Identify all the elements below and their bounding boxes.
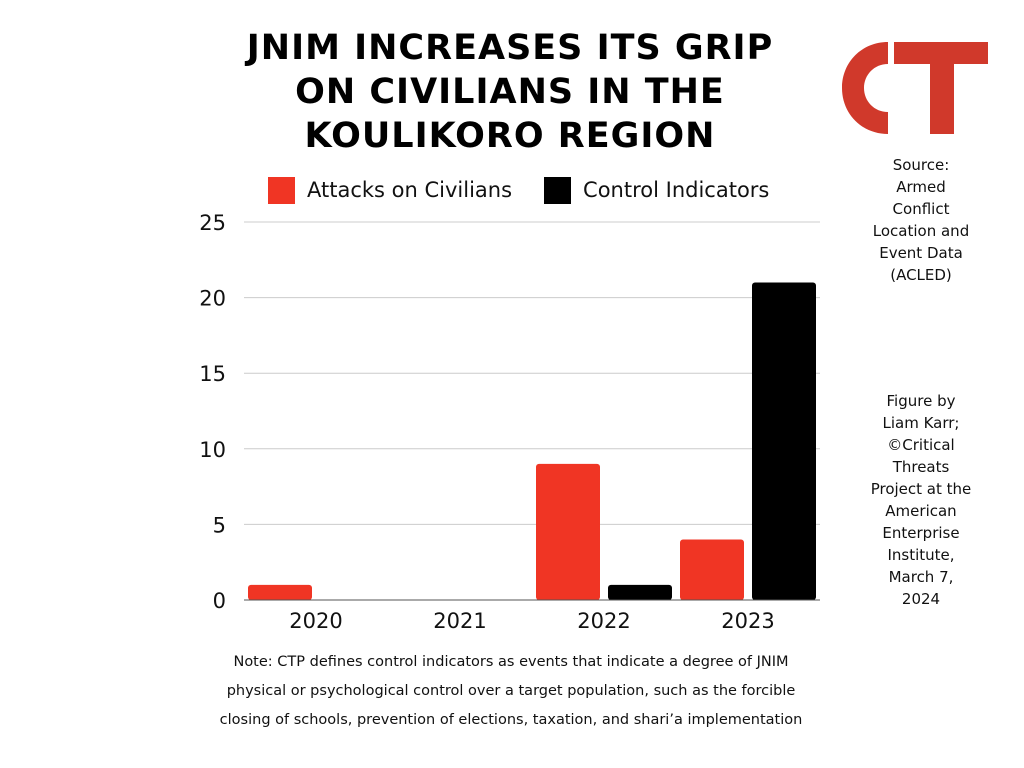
source-line: Event Data bbox=[879, 244, 963, 262]
ct-logo-t-stem bbox=[930, 42, 954, 134]
source-line: (ACLED) bbox=[890, 266, 952, 284]
ct-logo-c-shape bbox=[842, 42, 888, 134]
x-tick-label: 2020 bbox=[289, 609, 342, 633]
legend-item-attacks: Attacks on Civilians bbox=[268, 176, 513, 204]
legend-label-attacks: Attacks on Civilians bbox=[307, 178, 513, 202]
source-line: Source: bbox=[892, 156, 950, 174]
figure-credit: Figure by Liam Karr; ©Critical Threats P… bbox=[856, 390, 986, 610]
x-tick-labels: 2020 2021 2022 2023 bbox=[289, 609, 774, 633]
bar-attacks-2020 bbox=[248, 584, 312, 600]
chart-title-line: JNIM INCREASES ITS GRIP bbox=[246, 28, 774, 68]
chart-title: JNIM INCREASES ITS GRIP ON CIVILIANS IN … bbox=[210, 26, 810, 158]
x-tick-label: 2023 bbox=[721, 609, 774, 633]
y-tick-label: 0 bbox=[213, 589, 226, 613]
credit-line: Institute, bbox=[887, 546, 955, 564]
chart-note: Note: CTP defines control indicators as … bbox=[200, 648, 822, 735]
legend-swatch-control bbox=[544, 176, 572, 204]
y-tick-label: 10 bbox=[199, 438, 226, 462]
ct-logo bbox=[842, 42, 988, 134]
credit-line: Project at the bbox=[870, 480, 972, 498]
chart-title-line: ON CIVILIANS IN THE bbox=[295, 72, 725, 112]
source-line: Armed bbox=[896, 178, 946, 196]
source-line: Conflict bbox=[892, 200, 950, 218]
credit-line: Figure by bbox=[886, 392, 956, 410]
bars bbox=[248, 282, 816, 600]
y-tick-labels: 0 5 10 15 20 25 bbox=[199, 211, 226, 613]
x-tick-label: 2022 bbox=[577, 609, 630, 633]
legend-label-control: Control Indicators bbox=[583, 178, 770, 202]
bar-attacks-2023 bbox=[680, 539, 744, 600]
chart-title-line: KOULIKORO REGION bbox=[304, 116, 716, 156]
y-tick-label: 15 bbox=[199, 362, 226, 386]
credit-line: Enterprise bbox=[882, 524, 960, 542]
source-attribution: Source: Armed Conflict Location and Even… bbox=[856, 154, 986, 286]
note-line: Note: CTP defines control indicators as … bbox=[233, 654, 789, 670]
legend-swatch-attacks bbox=[268, 176, 295, 204]
y-tick-label: 20 bbox=[199, 287, 226, 311]
credit-line: March 7, bbox=[888, 568, 954, 586]
x-tick-label: 2021 bbox=[433, 609, 486, 633]
credit-line: American bbox=[885, 502, 957, 520]
legend-item-control: Control Indicators bbox=[544, 176, 770, 204]
bar-control-2023 bbox=[752, 282, 816, 600]
bar-attacks-2022 bbox=[536, 463, 600, 600]
note-line: closing of schools, prevention of electi… bbox=[219, 712, 803, 728]
grid-lines bbox=[244, 221, 820, 525]
y-tick-label: 5 bbox=[213, 513, 226, 537]
credit-line: Threats bbox=[892, 458, 950, 476]
note-line: physical or psychological control over a… bbox=[226, 683, 796, 699]
chart-legend: Attacks on Civilians Control Indicators bbox=[268, 175, 801, 205]
y-tick-label: 25 bbox=[199, 211, 226, 235]
credit-line: ©Critical bbox=[887, 436, 955, 454]
bar-control-2022 bbox=[608, 584, 672, 600]
credit-line: 2024 bbox=[901, 590, 941, 608]
source-line: Location and bbox=[872, 222, 970, 240]
credit-line: Liam Karr; bbox=[882, 414, 960, 432]
